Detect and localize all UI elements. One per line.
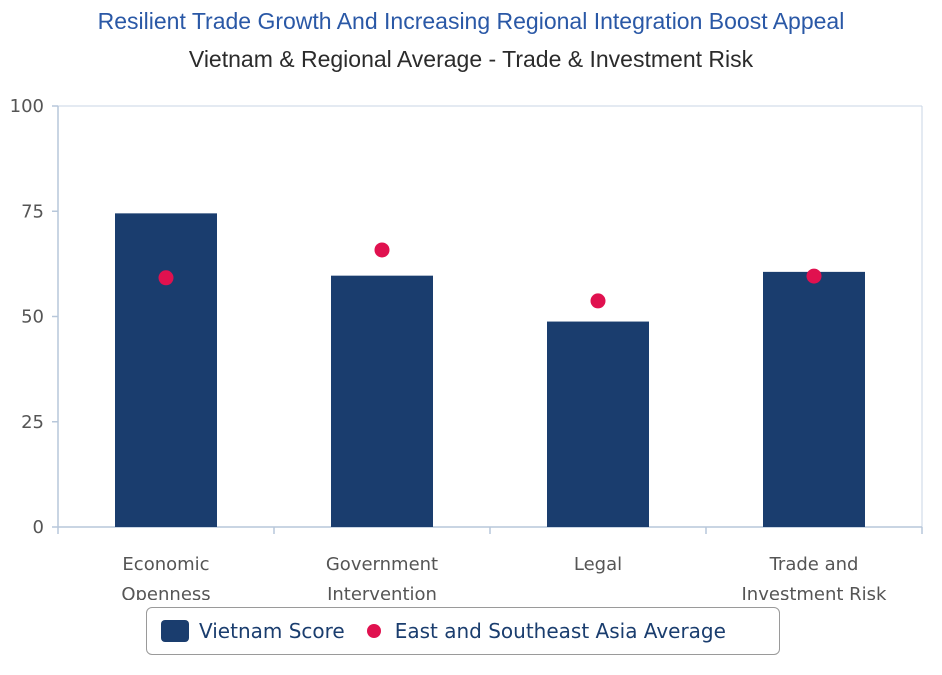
legend-dot-swatch <box>366 624 381 638</box>
x-category-label: Investment Risk <box>742 584 888 600</box>
legend-bar-swatch <box>161 620 189 642</box>
chart-subtitle: Vietnam & Regional Average - Trade & Inv… <box>188 46 754 72</box>
legend-label-vietnam[interactable]: Vietnam Score <box>199 619 345 643</box>
bar <box>331 275 433 527</box>
bar <box>763 271 865 527</box>
x-category-label: Government <box>326 554 438 575</box>
average-dot <box>806 268 822 284</box>
y-tick-label: 75 <box>21 201 44 222</box>
bar <box>547 321 649 527</box>
bar <box>115 213 217 528</box>
legend[interactable]: Vietnam Score East and Southeast Asia Av… <box>146 607 780 655</box>
average-dot <box>374 242 390 258</box>
chart-canvas: 0 25 50 75 100 Economic Openness Government Inte… <box>10 96 923 600</box>
x-category-label: Economic <box>122 554 209 575</box>
average-dot <box>590 293 606 309</box>
legend-label-average[interactable]: East and Southeast Asia Average <box>394 619 726 643</box>
y-tick-label: 0 <box>33 517 44 538</box>
y-tick-label: 25 <box>21 412 44 433</box>
y-tick-label: 100 <box>10 96 44 117</box>
x-category-label: Trade and <box>769 554 859 575</box>
x-category-label: Legal <box>574 554 622 575</box>
chart-title: Resilient Trade Growth And Increasing Re… <box>97 8 845 34</box>
y-tick-label: 50 <box>21 307 44 328</box>
x-category-label: Openness <box>121 584 210 600</box>
x-category-label: Intervention <box>327 584 437 600</box>
average-dot <box>158 270 174 286</box>
